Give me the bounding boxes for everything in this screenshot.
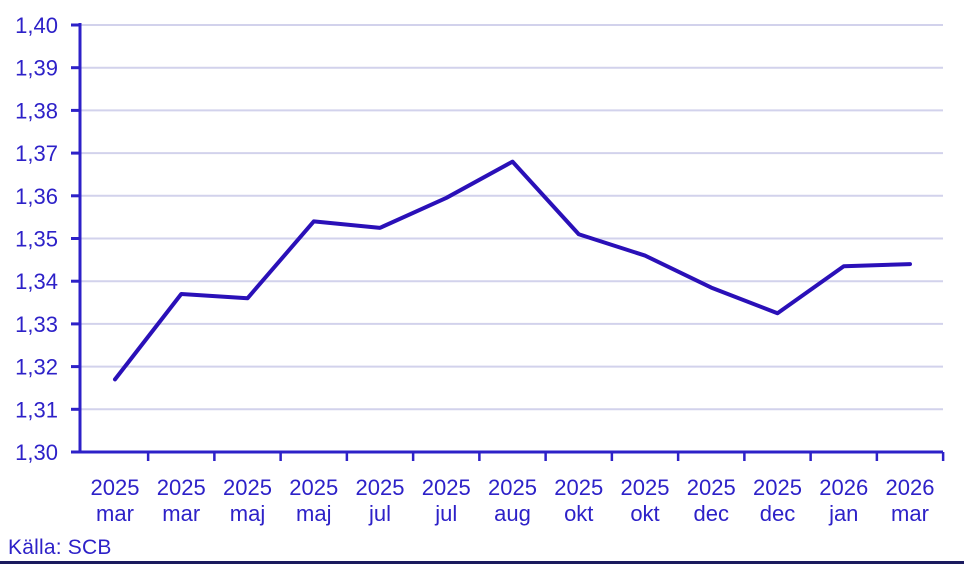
x-tick-label-year: 2025 (157, 475, 206, 500)
y-tick-label: 1,36 (15, 184, 58, 209)
y-tick-label: 1,35 (15, 227, 58, 252)
y-tick-label: 1,40 (15, 13, 58, 38)
x-tick-label-year: 2026 (886, 475, 935, 500)
x-tick-label-year: 2025 (422, 475, 471, 500)
y-tick-label: 1,31 (15, 397, 58, 422)
x-tick-label-month: maj (230, 501, 265, 526)
x-tick-label-month: okt (564, 501, 593, 526)
x-tick-label-month: jul (434, 501, 457, 526)
x-tick-label-month: jul (368, 501, 391, 526)
x-tick-label-month: maj (296, 501, 331, 526)
x-tick-label-month: mar (96, 501, 134, 526)
x-tick-label-month: jan (828, 501, 858, 526)
x-tick-label-month: okt (630, 501, 659, 526)
y-tick-label: 1,37 (15, 141, 58, 166)
x-tick-label-month: mar (891, 501, 929, 526)
x-tick-label-year: 2025 (223, 475, 272, 500)
x-tick-label-month: dec (760, 501, 795, 526)
x-tick-label-year: 2025 (621, 475, 670, 500)
y-tick-label: 1,32 (15, 355, 58, 380)
x-tick-label-year: 2025 (488, 475, 537, 500)
y-tick-label: 1,38 (15, 98, 58, 123)
x-tick-label-year: 2025 (356, 475, 405, 500)
x-tick-label-year: 2025 (289, 475, 338, 500)
x-tick-label-year: 2025 (753, 475, 802, 500)
y-tick-label: 1,39 (15, 56, 58, 81)
x-tick-label-year: 2026 (819, 475, 868, 500)
y-tick-label: 1,33 (15, 312, 58, 337)
source-caption: Källa: SCB (8, 536, 112, 559)
x-tick-label-month: dec (694, 501, 729, 526)
x-tick-label-year: 2025 (687, 475, 736, 500)
x-tick-label-month: mar (162, 501, 200, 526)
x-tick-label-month: aug (494, 501, 531, 526)
bottom-rule (0, 561, 964, 564)
y-tick-label: 1,30 (15, 440, 58, 465)
series-line (113, 159, 912, 382)
y-tick-label: 1,34 (15, 269, 58, 294)
x-tick-label-year: 2025 (91, 475, 140, 500)
x-tick-label-year: 2025 (554, 475, 603, 500)
